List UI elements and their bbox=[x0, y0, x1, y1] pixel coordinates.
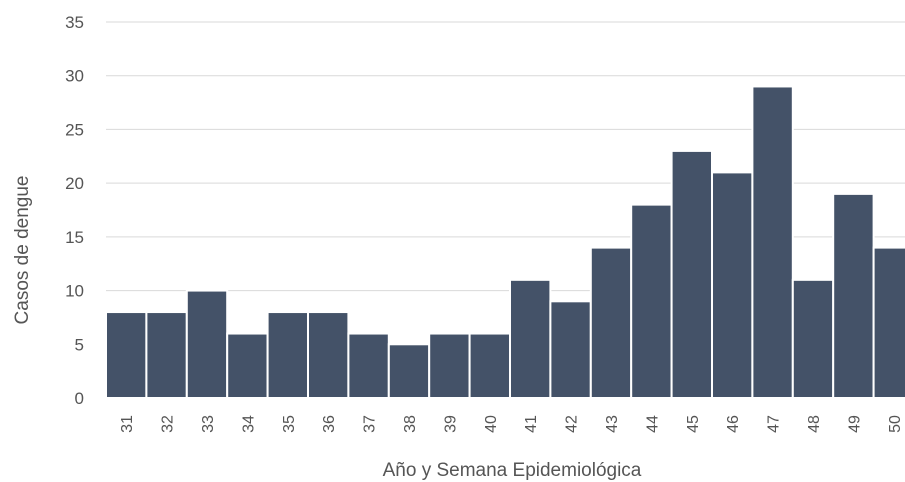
x-tick-label: 37 bbox=[362, 415, 379, 433]
y-tick-label: 5 bbox=[75, 335, 84, 354]
bar-36 bbox=[307, 311, 350, 399]
x-tick-label: 42 bbox=[564, 415, 581, 433]
y-tick-label: 25 bbox=[65, 120, 84, 139]
x-axis-title: Año y Semana Epidemiológica bbox=[383, 460, 642, 481]
bar-40 bbox=[468, 332, 512, 399]
bars bbox=[105, 85, 905, 400]
x-tick-label: 32 bbox=[160, 415, 177, 433]
x-tick-labels: 31 32 33 34 35 36 37 38 39 40 41 42 43 44 45 46 47 48 49 50 bbox=[119, 415, 904, 433]
bar-37 bbox=[347, 332, 390, 399]
bar-43 bbox=[589, 246, 633, 399]
x-tick-label: 44 bbox=[644, 415, 661, 433]
x-tick-label: 41 bbox=[523, 415, 540, 433]
x-tick-label: 38 bbox=[402, 415, 419, 433]
bar-39 bbox=[428, 332, 471, 399]
x-tick-label: 35 bbox=[281, 415, 298, 433]
x-tick-label: 40 bbox=[483, 415, 500, 433]
y-tick-label: 35 bbox=[65, 13, 84, 32]
x-tick-label: 45 bbox=[685, 415, 702, 433]
bar-34 bbox=[226, 332, 269, 399]
bar-35 bbox=[266, 311, 310, 399]
x-tick-label: 33 bbox=[200, 415, 217, 433]
bar-49 bbox=[832, 192, 875, 399]
x-tick-label: 36 bbox=[321, 415, 338, 433]
bar-46 bbox=[711, 171, 754, 399]
bar-41 bbox=[509, 278, 552, 400]
y-tick-labels: 0 5 10 15 20 25 30 35 bbox=[65, 13, 84, 408]
bar-31 bbox=[105, 311, 148, 399]
bar-48 bbox=[791, 278, 835, 400]
x-tick-label: 48 bbox=[806, 415, 823, 433]
x-tick-label: 46 bbox=[725, 415, 742, 433]
x-tick-label: 47 bbox=[766, 415, 783, 433]
y-tick-label: 30 bbox=[65, 67, 84, 86]
x-tick-label: 31 bbox=[119, 415, 136, 433]
y-tick-label: 10 bbox=[65, 282, 84, 301]
bar-32 bbox=[145, 311, 188, 399]
bar-47 bbox=[751, 85, 794, 399]
bar-38 bbox=[387, 343, 431, 399]
y-tick-label: 20 bbox=[65, 174, 84, 193]
x-tick-label: 43 bbox=[604, 415, 621, 433]
x-tick-label: 50 bbox=[887, 415, 904, 433]
bar-33 bbox=[185, 289, 229, 400]
x-tick-label: 39 bbox=[442, 415, 459, 433]
bar-50 bbox=[872, 246, 905, 399]
y-tick-label: 15 bbox=[65, 228, 84, 247]
bar-45 bbox=[670, 149, 713, 399]
x-tick-label: 34 bbox=[240, 415, 257, 433]
bar-44 bbox=[630, 203, 673, 399]
y-tick-label: 0 bbox=[75, 389, 84, 408]
y-axis-title: Casos de dengue bbox=[12, 176, 33, 325]
bar-42 bbox=[549, 300, 592, 400]
x-tick-label: 49 bbox=[846, 415, 863, 433]
